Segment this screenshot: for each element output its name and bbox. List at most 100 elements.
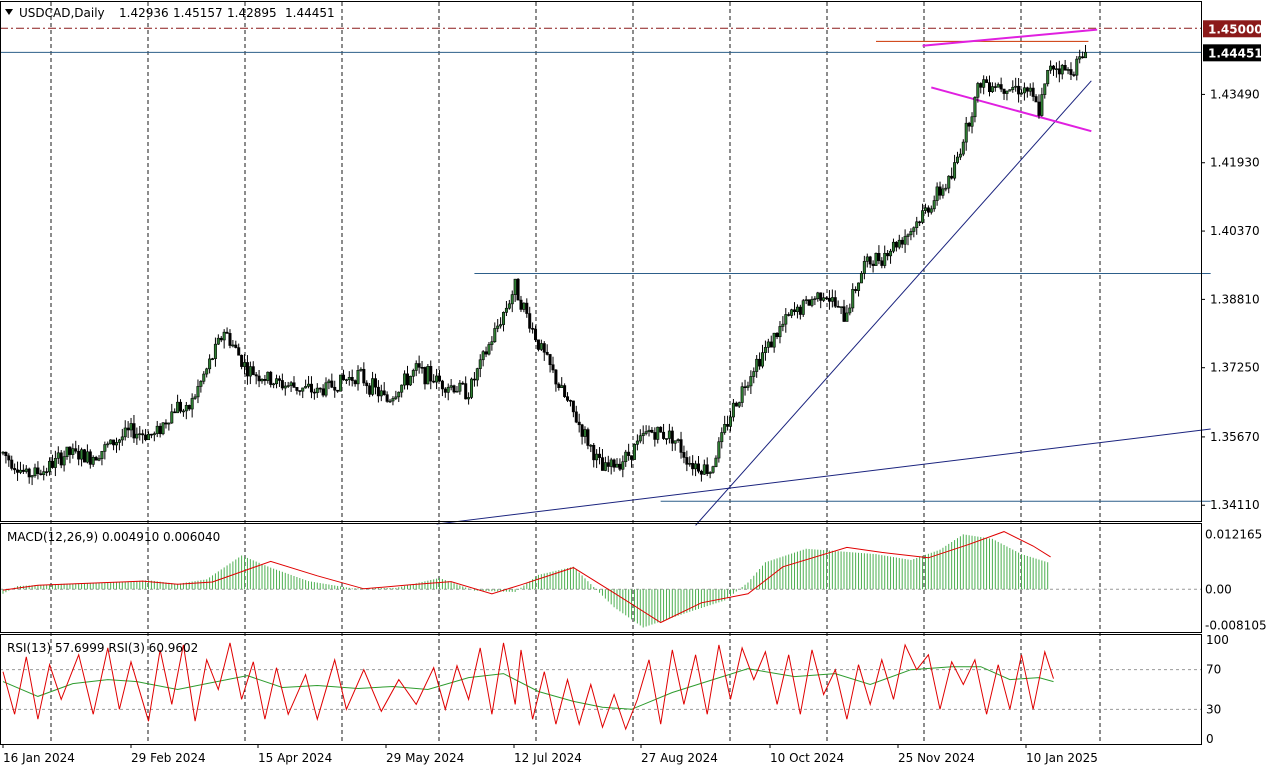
candle-body: [816, 292, 820, 300]
candle-body: [496, 325, 500, 329]
candle-body: [728, 416, 732, 427]
candle-body: [144, 434, 148, 441]
candle-body: [1031, 87, 1035, 97]
candle-body: [638, 435, 642, 442]
candle-body: [7, 455, 11, 461]
candle-body: [589, 444, 593, 447]
candle-body: [449, 385, 453, 388]
candle-body: [554, 369, 558, 385]
candle-body: [504, 307, 508, 313]
candle-body: [240, 354, 244, 367]
candle-body: [871, 263, 875, 266]
candle-body: [624, 451, 628, 463]
candle-body: [795, 306, 799, 312]
candle-body: [405, 373, 409, 386]
candle-body: [211, 358, 215, 360]
x-tick-label: 10 Oct 2024: [770, 751, 844, 765]
candle-body: [1, 451, 5, 454]
candle-body: [877, 252, 881, 262]
rsi-fast-line: [2, 642, 1054, 731]
candle-body: [408, 375, 412, 386]
macd-tick-label: 0.00: [1205, 582, 1232, 596]
candle-body: [763, 347, 767, 353]
candle-body: [507, 303, 511, 309]
candle-body: [603, 462, 607, 471]
candle-body: [330, 380, 334, 388]
candle-body: [708, 472, 712, 474]
candle-body: [97, 458, 101, 461]
candle-body: [915, 221, 919, 229]
candle-body: [339, 374, 343, 392]
candle-body: [292, 382, 296, 388]
candle-body: [987, 82, 991, 93]
candle-body: [609, 459, 613, 467]
candle-body: [237, 347, 241, 356]
candle-body: [644, 431, 648, 434]
candle-body: [755, 358, 759, 372]
candle-body: [819, 292, 823, 301]
candle-body: [1028, 87, 1032, 92]
candle-body: [27, 468, 31, 478]
candle-body: [388, 400, 392, 403]
candle-body: [353, 380, 357, 385]
candle-body: [551, 364, 555, 371]
candle-body: [50, 460, 54, 468]
y-tick-label: 1.41930: [1210, 156, 1260, 170]
candle-body: [283, 385, 287, 389]
candle-body: [894, 241, 898, 248]
candle-body: [257, 375, 261, 382]
candle-body: [941, 188, 945, 196]
candle-body: [455, 390, 459, 393]
candle-body: [568, 400, 572, 402]
candle-body: [234, 344, 238, 348]
ohlc-open: 1.42936: [119, 6, 169, 20]
candle-body: [1049, 65, 1053, 71]
candle-body: [362, 368, 366, 384]
candle-body: [621, 461, 625, 470]
x-tick-label: 25 Nov 2024: [898, 751, 975, 765]
candle-body: [152, 433, 156, 436]
collapse-triangle-icon[interactable]: [5, 9, 13, 15]
x-tick-label: 16 Jan 2024: [3, 751, 75, 765]
candle-body: [714, 457, 718, 467]
candle-body: [1043, 83, 1047, 95]
candle-body: [944, 187, 948, 190]
candle-body: [612, 459, 616, 468]
candle-body: [548, 354, 552, 366]
rsi-axis: 100 70 30 0: [1206, 633, 1229, 746]
candle-body: [778, 326, 782, 338]
candle-body: [82, 449, 86, 463]
candle-body: [45, 471, 49, 473]
candle-body: [36, 467, 40, 474]
candle-body: [263, 378, 267, 381]
candle-body: [531, 328, 535, 330]
symbol-label: USDCAD,Daily: [19, 6, 105, 20]
candle-body: [1057, 68, 1061, 75]
candle-body: [429, 366, 433, 382]
candle-body: [414, 363, 418, 371]
candle-body: [1075, 58, 1079, 76]
candle-body: [266, 371, 270, 381]
candle-body: [694, 463, 698, 470]
panel-frames: [0, 1, 1202, 745]
candle-body: [522, 302, 526, 310]
candle-body: [478, 359, 482, 369]
candle-body: [862, 261, 866, 274]
candle-body: [827, 297, 831, 302]
candle-body: [420, 367, 424, 369]
y-tick-label: 1.38810: [1210, 292, 1260, 306]
candle-body: [598, 453, 602, 458]
candle-body: [181, 410, 185, 413]
candle-body: [615, 463, 619, 468]
candle-body: [280, 380, 284, 389]
y-tick-label: 1.34110: [1210, 498, 1260, 512]
candle-body: [475, 368, 479, 381]
candle-body: [245, 362, 249, 377]
candle-body: [336, 389, 340, 392]
candle-body: [309, 383, 313, 393]
candle-body: [929, 208, 933, 213]
price-tag-level: 1.45000: [1203, 20, 1263, 38]
candle-body: [857, 282, 861, 291]
candle-body: [1025, 87, 1029, 92]
